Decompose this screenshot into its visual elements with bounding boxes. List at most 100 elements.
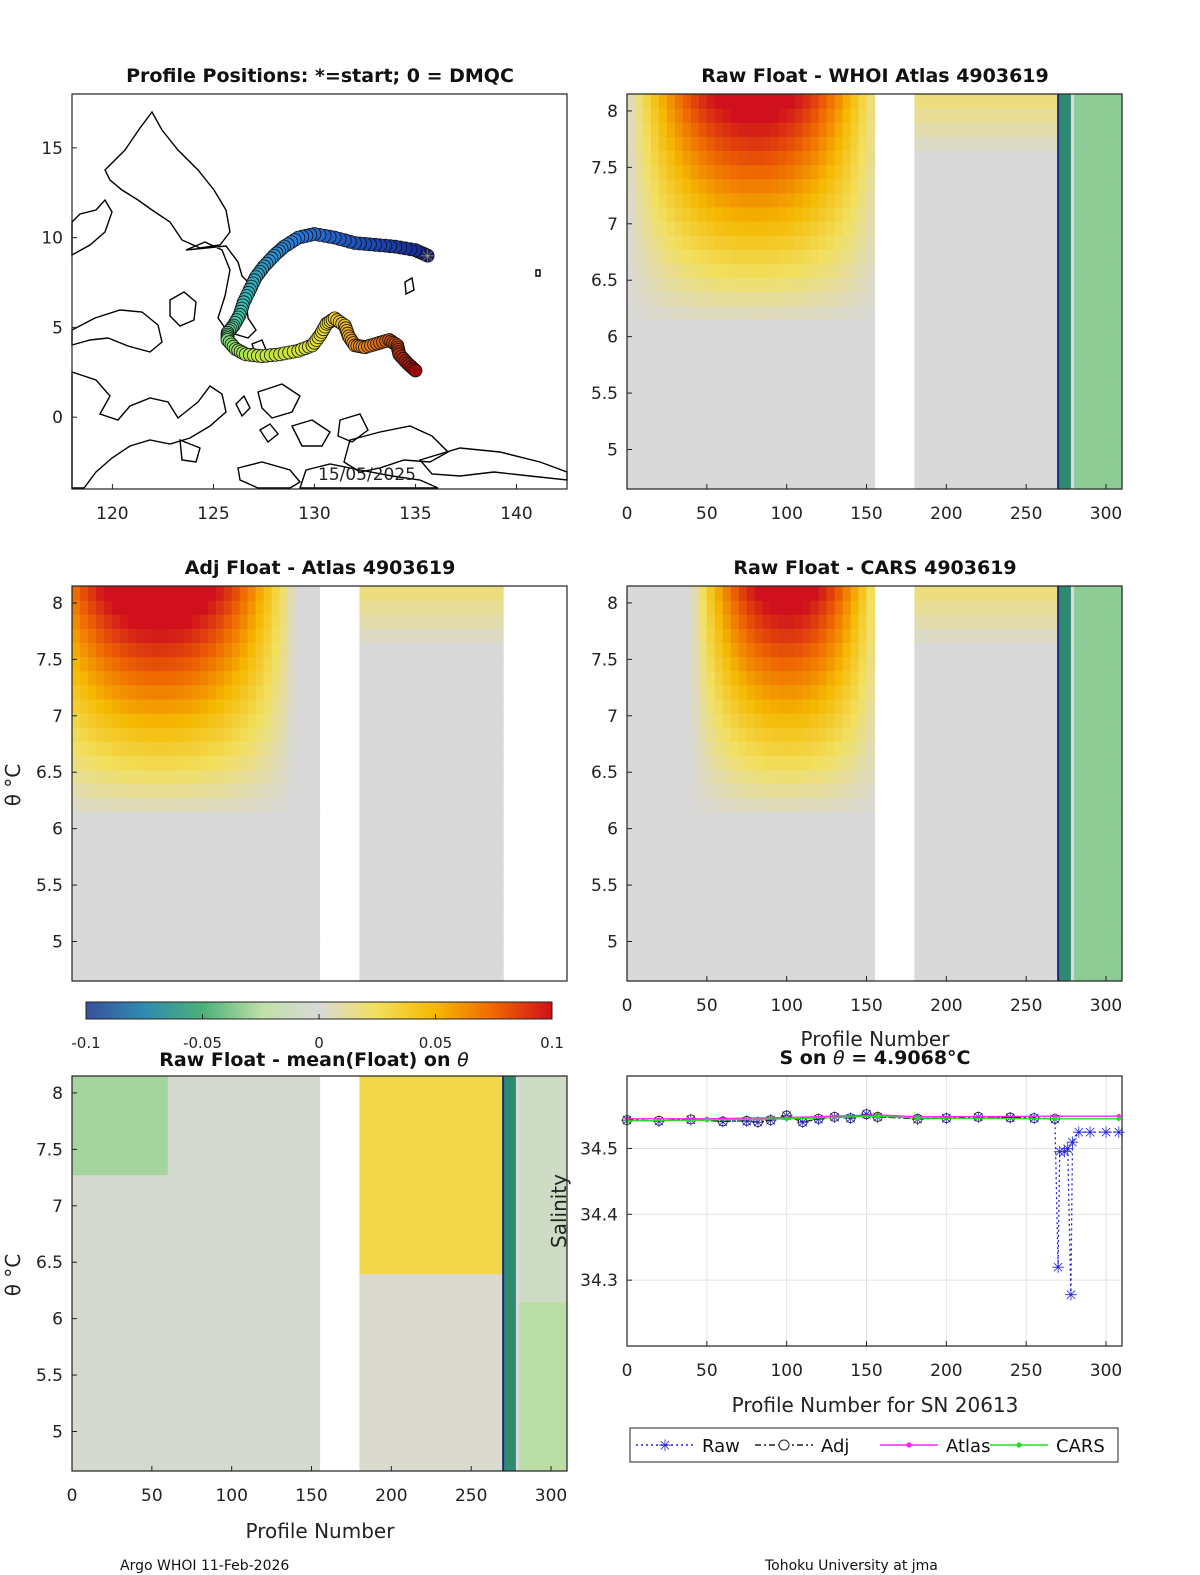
- heatmap-cell: [786, 333, 796, 349]
- heatmap-cell: [651, 108, 660, 123]
- heatmap-cell: [1002, 390, 1011, 405]
- heatmap-cell: [1074, 192, 1083, 208]
- heatmap-cell: [1106, 642, 1115, 658]
- heatmap-cell: [247, 614, 257, 629]
- heatmap-cell: [986, 291, 995, 307]
- heatmap-cell: [88, 1400, 97, 1416]
- heatmap-cell: [1050, 882, 1059, 897]
- heatmap-cell: [151, 882, 161, 897]
- heatmap-cell: [818, 263, 828, 278]
- heatmap-cell: [658, 164, 668, 180]
- heatmap-cell: [938, 586, 947, 601]
- heatmap-cell: [994, 713, 1003, 728]
- heatmap-cell: [1042, 277, 1051, 293]
- heatmap-cell: [714, 277, 724, 293]
- heatmap-cell: [1018, 164, 1027, 180]
- heatmap-cell: [666, 910, 676, 926]
- heatmap-cell: [463, 755, 472, 770]
- heatmap-cell: [479, 642, 488, 658]
- heatmap-cell: [866, 910, 876, 926]
- heatmap-cell: [367, 600, 376, 615]
- heatmap-cell: [914, 656, 923, 672]
- heatmap-cell: [786, 642, 796, 658]
- heatmap-cell: [690, 333, 700, 349]
- heatmap-cell: [1002, 896, 1011, 912]
- heatmap-cell: [954, 460, 963, 476]
- heatmap-cell: [674, 966, 684, 982]
- heatmap-cell: [463, 769, 472, 785]
- heatmap-cell: [103, 1231, 113, 1246]
- heatmap-cell: [263, 839, 273, 855]
- heatmap-cell: [794, 474, 804, 490]
- heatmap-cell: [239, 811, 249, 827]
- heatmap-cell: [682, 305, 692, 321]
- heatmap-cell: [103, 656, 113, 672]
- heatmap-cell: [72, 1090, 81, 1105]
- heatmap-cell: [666, 164, 676, 180]
- heatmap-cell: [191, 783, 201, 799]
- heatmap-cell: [794, 319, 804, 335]
- heatmap-cell: [1042, 797, 1051, 813]
- heatmap-cell: [730, 656, 740, 672]
- heatmap-cell: [746, 586, 756, 601]
- heatmap-cell: [103, 868, 113, 883]
- heatmap-cell: [706, 235, 716, 250]
- heatmap-cell: [239, 825, 249, 841]
- heatmap-cell: [786, 952, 796, 968]
- heatmap-cell: [978, 249, 987, 264]
- heatmap-cell: [1082, 178, 1091, 194]
- heatmap-cell: [858, 460, 868, 476]
- heatmap-cell: [72, 698, 81, 714]
- heatmap-cell: [658, 446, 668, 462]
- heatmap-cell: [666, 783, 676, 799]
- heatmap-cell: [866, 164, 876, 180]
- heatmap-cell: [183, 854, 193, 869]
- heatmap-cell: [722, 221, 732, 236]
- heatmap-cell: [866, 713, 876, 728]
- heatmap-cell: [295, 755, 305, 770]
- heatmap-cell: [722, 136, 732, 151]
- heatmap-cell: [88, 1329, 97, 1345]
- heatmap-cell: [127, 783, 137, 799]
- heatmap-cell: [714, 446, 724, 462]
- coastline: [71, 110, 568, 489]
- heatmap-cell: [111, 924, 121, 940]
- heatmap-cell: [986, 94, 995, 109]
- heatmap-cell: [962, 854, 971, 869]
- heatmap-cell: [1098, 460, 1107, 476]
- heatmap-cell: [946, 586, 955, 601]
- heatmap-cell: [367, 797, 376, 813]
- heatmap-cell: [746, 263, 756, 278]
- heatmap-cell: [72, 1344, 81, 1359]
- heatmap-cell: [383, 713, 392, 728]
- heatmap-cell: [1034, 249, 1043, 264]
- heatmap-cell: [762, 797, 772, 813]
- heatmap-cell: [794, 952, 804, 968]
- heatmap-cell: [111, 628, 121, 643]
- x-tick-label: 250: [1010, 996, 1042, 1016]
- heatmap-cell: [80, 1231, 89, 1246]
- heatmap-cell: [946, 670, 955, 686]
- heatmap-cell: [698, 305, 708, 321]
- heatmap-cell: [72, 1287, 81, 1303]
- heatmap-cell: [80, 1414, 89, 1430]
- heatmap-cell: [682, 192, 692, 208]
- heatmap-cell: [287, 656, 297, 672]
- x-tick-label: 125: [197, 504, 229, 524]
- heatmap-cell: [199, 670, 209, 686]
- heatmap-cell: [738, 684, 748, 700]
- heatmap-cell: [471, 586, 480, 601]
- heatmap-cell: [954, 952, 963, 968]
- heatmap-cell: [88, 1118, 97, 1133]
- heatmap-cell: [842, 586, 852, 601]
- heatmap-cell: [658, 684, 668, 700]
- heatmap-cell: [651, 910, 660, 926]
- heatmap-cell: [1050, 910, 1059, 926]
- y-tick-label: 5: [607, 441, 618, 461]
- heatmap-cell: [698, 164, 708, 180]
- heatmap-cell: [826, 642, 836, 658]
- heatmap-cell: [1090, 376, 1099, 391]
- heatmap-cell: [794, 390, 804, 405]
- heatmap-cell: [263, 628, 273, 643]
- y-tick-label: 6: [607, 820, 618, 840]
